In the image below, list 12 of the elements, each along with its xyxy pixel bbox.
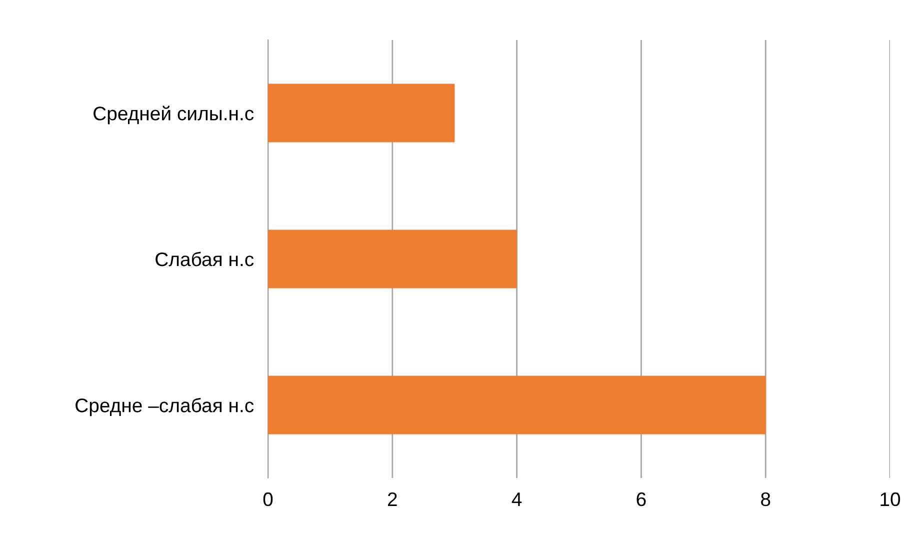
x-tick-label: 8	[761, 492, 770, 506]
bar	[268, 230, 517, 288]
y-tick-label: Слабая н.с	[156, 252, 254, 266]
x-tick-label: 4	[512, 492, 522, 506]
bar	[268, 376, 766, 434]
y-tick-label: Средней силы.н.с	[94, 106, 254, 124]
y-tick-label: Средне –слабая н.с	[76, 398, 254, 416]
bar	[268, 84, 455, 142]
x-tick-label: 6	[636, 492, 646, 506]
x-tick-label: 10	[880, 492, 900, 506]
x-tick-label: 2	[388, 492, 397, 506]
x-tick-label: 0	[263, 492, 273, 506]
